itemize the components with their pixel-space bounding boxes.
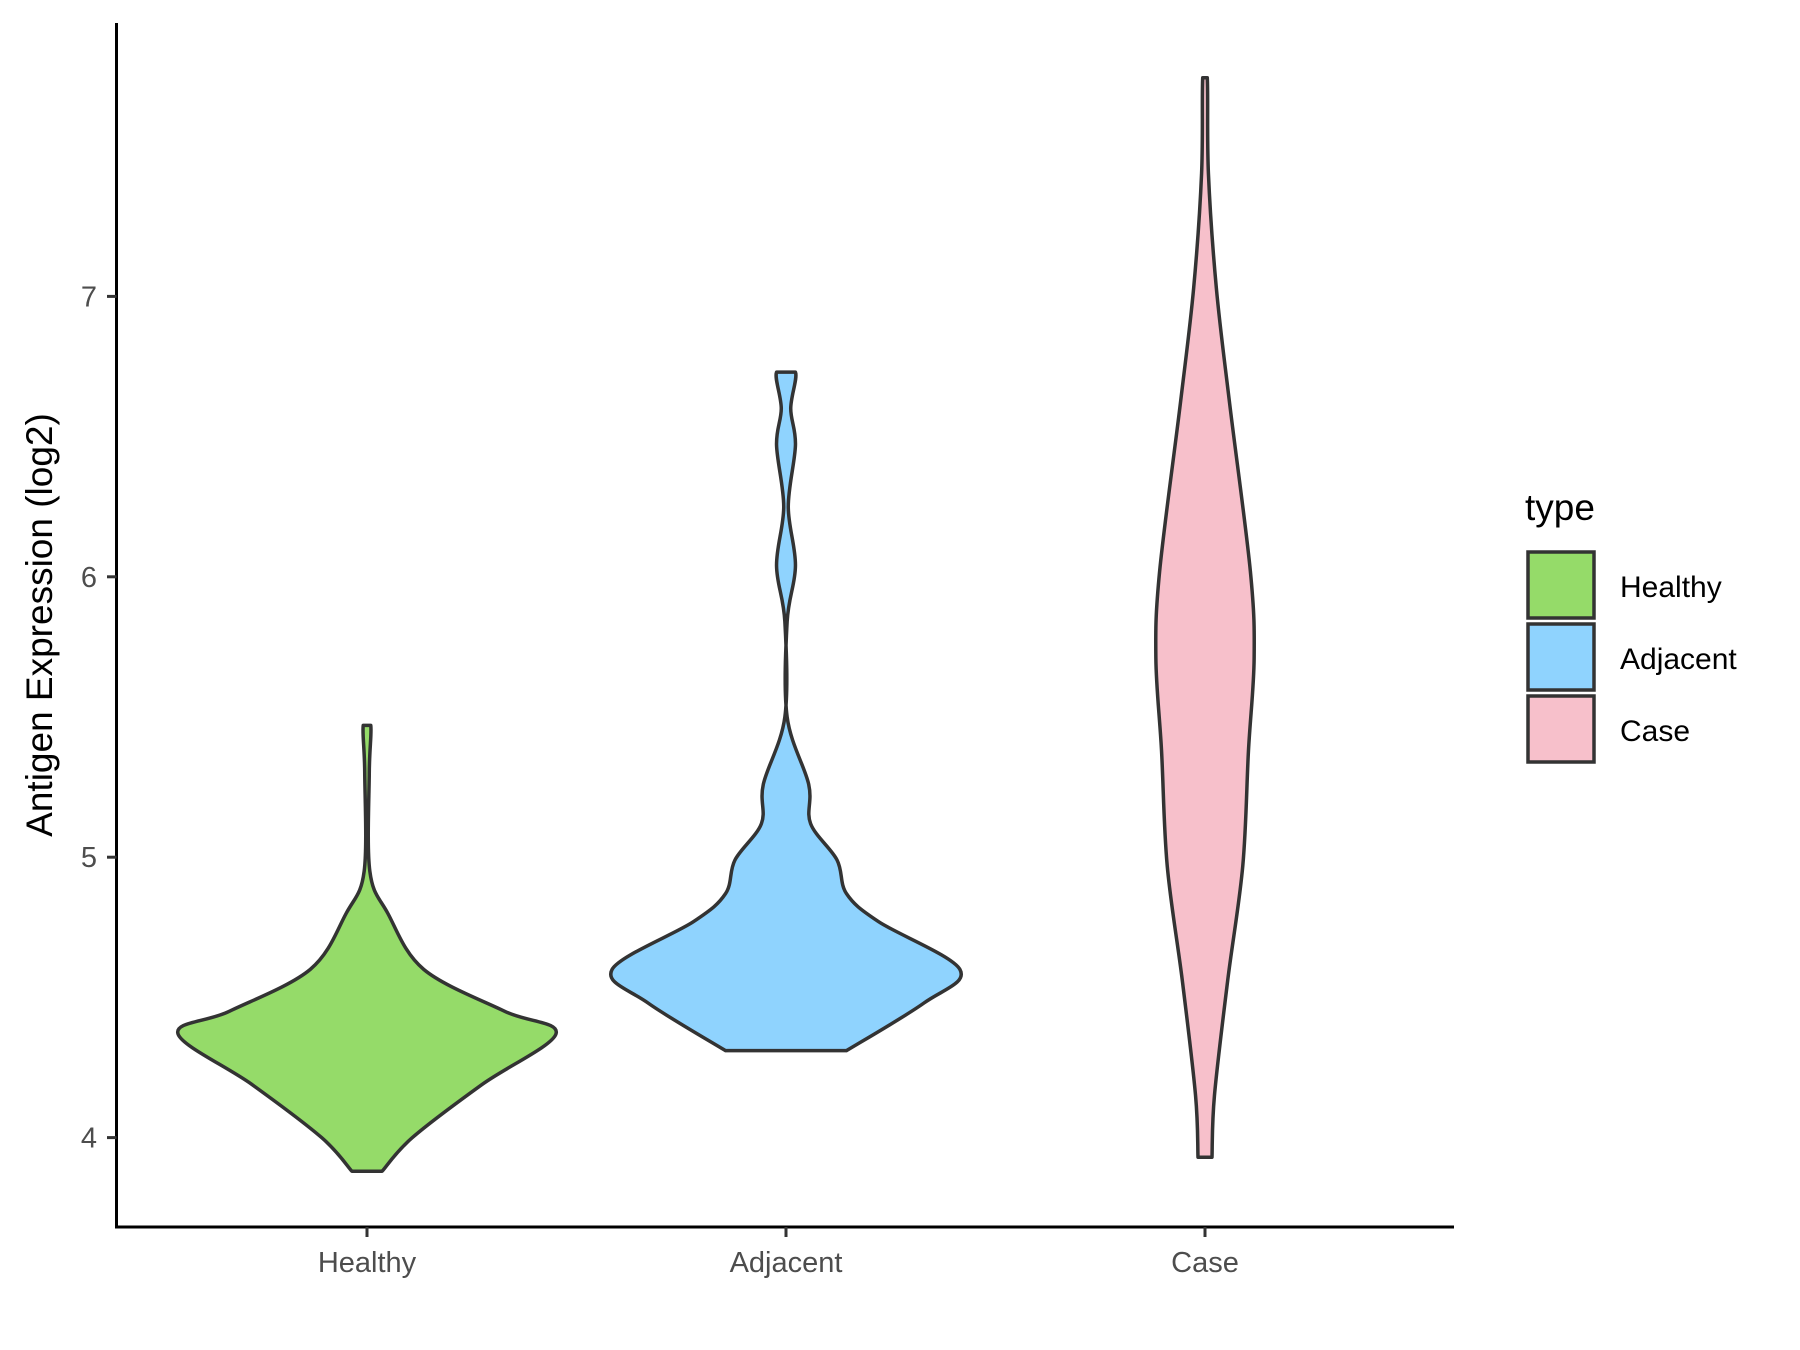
violin-case — [1153, 75, 1257, 1159]
violins — [176, 75, 1257, 1173]
legend-key-case — [1526, 694, 1596, 764]
legend-title: type — [1525, 487, 1595, 528]
legend-label: Healthy — [1620, 571, 1722, 604]
x-tick-label: Case — [1171, 1247, 1239, 1279]
x-ticks: Healthy Adjacent Case — [318, 1227, 1239, 1279]
y-tick-label: 7 — [81, 281, 97, 313]
x-tick-label: Adjacent — [730, 1247, 843, 1279]
legend-key-healthy — [1526, 550, 1596, 620]
legend: type Healthy Adjacent Case — [1525, 487, 1737, 764]
violin-healthy — [176, 723, 558, 1173]
y-tick-label: 4 — [81, 1123, 97, 1155]
legend-label: Adjacent — [1620, 643, 1737, 676]
legend-key-adjacent — [1526, 622, 1596, 692]
x-tick-label: Healthy — [318, 1247, 417, 1279]
legend-label: Case — [1620, 715, 1690, 748]
y-tick-label: 6 — [81, 562, 97, 594]
y-ticks: 4 5 6 7 — [81, 281, 117, 1155]
y-tick-label: 5 — [81, 842, 97, 874]
y-axis-label: Antigen Expression (log2) — [19, 413, 60, 837]
violin-adjacent — [609, 370, 963, 1053]
